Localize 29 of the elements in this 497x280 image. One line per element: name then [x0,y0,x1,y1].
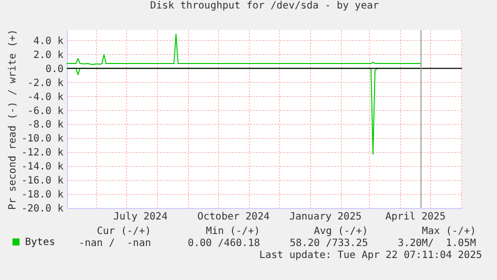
y-tick-label: -18.0 k [21,190,64,201]
text: -nan / -nan [78,238,151,250]
x-tick-label: April 2025 [385,212,446,222]
text: 3.20M/ 1.05M [398,238,476,250]
text: Max (-/+) [422,226,476,238]
y-tick-label: -2.0 k [27,78,64,89]
legend-label: Bytes [25,237,56,248]
y-tick-label: 2.0 k [33,50,64,61]
y-tick-label: -16.0 k [21,176,64,187]
text: Avg (-/+) [314,226,368,238]
y-tick-label: -4.0 k [27,92,64,103]
y-tick-label: -10.0 k [21,134,64,145]
text: Last update: Tue Apr 22 07:11:04 2025 [259,250,482,262]
y-tick-label: -8.0 k [27,120,64,131]
x-tick-label: July 2024 [113,212,168,222]
text: 58.20 /733.25 [290,238,368,250]
y-tick-label: -20.0 k [21,204,64,214]
text: Cur (-/+) [96,226,151,238]
y-tick-label: -6.0 k [27,106,64,117]
y-tick-label: -14.0 k [21,162,64,173]
text: Min (-/+) [206,226,260,238]
text: 0.00 /460.18 [188,238,260,250]
x-tick-label: January 2025 [289,212,362,222]
y-tick-label: 0.0 [45,64,64,75]
y-tick-label: 4.0 k [33,36,64,47]
x-tick-label: October 2024 [197,212,270,222]
y-axis-title: Pr second read (-) / write (+) [7,29,18,210]
chart-title: Disk throughput for /dev/sda - by year [150,0,379,12]
y-tick-label: -12.0 k [21,148,64,159]
